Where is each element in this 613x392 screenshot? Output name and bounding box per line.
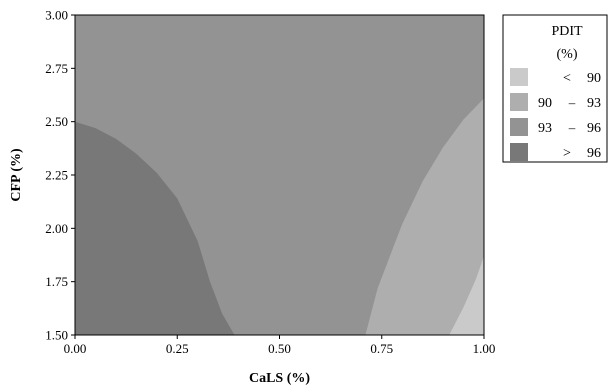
legend-range-low: 93	[538, 121, 552, 136]
region-lt-90	[449, 256, 484, 335]
y-axis: 1.50 1.75 2.00 2.25 2.50 2.75 3.00	[45, 8, 75, 343]
region-gt-96	[75, 121, 235, 335]
x-axis-title: CaLS (%)	[249, 371, 310, 386]
x-tick-label: 0.50	[268, 341, 291, 356]
contour-regions	[75, 98, 484, 335]
x-tick-label: 1.00	[473, 341, 496, 356]
legend-operator: <	[563, 71, 571, 86]
y-axis-title: CFP (%)	[9, 148, 24, 202]
legend-swatch	[510, 93, 528, 111]
legend-threshold: 90	[587, 71, 601, 86]
y-tick-label: 3.00	[45, 8, 68, 23]
x-tick-label: 0.75	[370, 341, 393, 356]
legend-swatch	[510, 118, 528, 136]
legend-title: PDIT	[551, 24, 583, 39]
y-tick-label: 2.75	[45, 61, 68, 76]
legend-swatch	[510, 68, 528, 86]
legend-swatch	[510, 143, 528, 161]
y-tick-label: 2.25	[45, 168, 68, 183]
x-axis: 0.00 0.25 0.50 0.75 1.00	[64, 335, 496, 356]
y-tick-label: 2.50	[45, 114, 68, 129]
y-tick-label: 1.75	[45, 274, 68, 289]
x-tick-label: 0.25	[166, 341, 189, 356]
region-90-93	[365, 98, 484, 335]
plot-area	[74, 14, 485, 336]
legend-operator: >	[563, 146, 571, 161]
y-tick-label: 2.00	[45, 221, 68, 236]
legend-range-high: 96	[587, 121, 601, 136]
x-tick-label: 0.00	[64, 341, 87, 356]
legend-range-low: 90	[538, 96, 552, 111]
legend-dash: –	[568, 95, 576, 110]
y-tick-label: 1.50	[45, 328, 68, 343]
legend-threshold: 96	[587, 146, 601, 161]
legend-box	[502, 14, 608, 163]
legend-dash: –	[568, 120, 576, 135]
legend-title-unit: (%)	[557, 47, 578, 62]
legend-range-high: 93	[587, 96, 601, 111]
